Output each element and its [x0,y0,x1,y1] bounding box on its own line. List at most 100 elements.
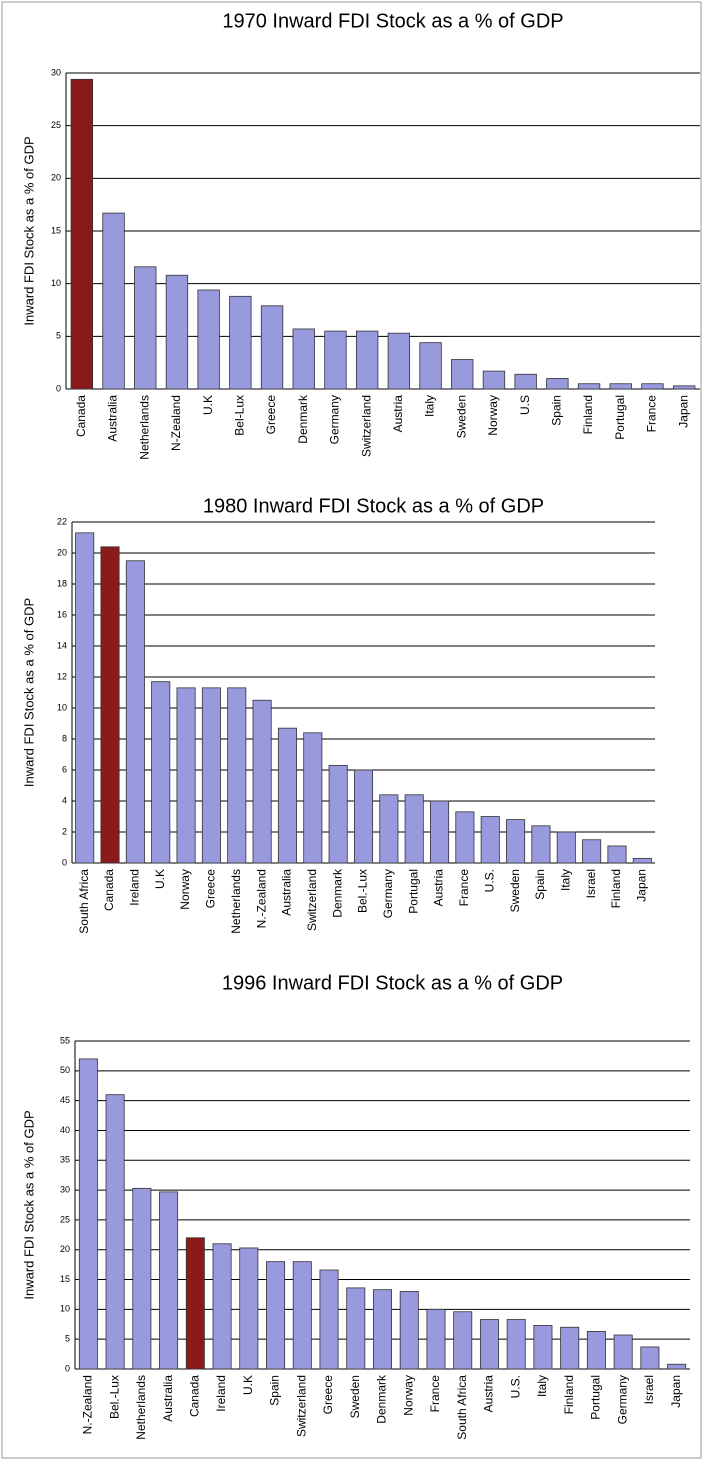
x-tick-label: France [645,395,659,433]
bar [430,800,450,864]
x-tick-label: Portugal [613,395,627,440]
x-tick-label: Netherlands [134,1375,148,1440]
x-tick-label: Norway [401,1375,415,1416]
x-tick-label: U.K [241,1375,255,1395]
bar [514,373,537,390]
x-tick-label: Australia [106,395,120,442]
bar [560,1326,580,1370]
bar [355,330,379,390]
x-tick-label: Spain [268,1375,282,1406]
bar [533,1325,553,1370]
bar [151,681,171,864]
x-tick-label: South Africa [455,1375,469,1440]
x-tick-label: Ireland [128,869,142,906]
bar [453,1311,473,1370]
y-tick-label: 22 [57,516,67,526]
bar [455,811,475,864]
bar [266,1261,286,1370]
bar [451,359,474,390]
x-tick-label: Israel [642,1375,656,1404]
y-tick-label: 25 [51,120,61,130]
y-tick-label: 55 [60,1035,70,1045]
y-tick-label: 12 [57,671,67,681]
x-tick-label: Netherlands [137,395,151,460]
chart-title: 1996 Inward FDI Stock as a % of GDP [222,972,563,994]
bar [556,831,576,864]
bar [185,1237,205,1370]
bar [105,1094,125,1370]
y-tick-label: 10 [60,1304,70,1314]
x-tick-label: Sweden [508,869,522,912]
bar [292,1261,312,1370]
bar [399,1291,419,1370]
x-tick-label: Switzerland [305,869,319,931]
x-tick-label: N-Zealand [169,395,183,451]
bar [426,1308,446,1370]
bar [212,1243,232,1370]
bar [609,383,632,390]
bar [70,78,94,390]
y-tick-label: 30 [60,1184,70,1194]
x-tick-label: U.S [518,395,532,415]
bar [353,769,374,864]
x-tick-label: Netherlands [229,869,243,934]
x-tick-label: Denmark [330,868,344,918]
bar [292,328,315,390]
y-tick-label: 25 [60,1214,70,1224]
bar [132,1187,152,1370]
y-tick-label: 0 [56,383,61,393]
y-axis-label: Inward FDI Stock as a % of GDP [21,1110,36,1299]
y-tick-label: 14 [57,640,67,650]
x-tick-label: U.S. [482,869,496,892]
bar [197,289,220,390]
y-tick-label: 16 [57,609,67,619]
x-tick-label: Germany [328,395,342,444]
y-tick-label: 20 [57,547,67,557]
x-tick-label: Spain [550,395,564,426]
bar [100,546,120,864]
x-tick-label: Ireland [214,1375,228,1412]
x-tick-label: Sweden [454,395,468,438]
y-tick-label: 10 [57,702,67,712]
bar [303,732,323,864]
x-tick-label: Greece [204,869,218,909]
y-tick-label: 5 [56,331,61,341]
y-tick-label: 30 [51,67,61,77]
x-tick-label: Japan [634,869,648,902]
y-tick-label: 15 [51,225,61,235]
bar [667,1363,687,1370]
x-tick-label: Norway [486,395,500,436]
bar [125,560,145,864]
bar [482,370,506,390]
bar [577,383,601,390]
bar [324,330,347,390]
bar [75,532,95,864]
bar [252,699,272,864]
bar [640,1346,660,1370]
bar [404,794,424,864]
x-tick-label: N.-Zealand [81,1375,95,1434]
bar [78,1058,98,1370]
bar [328,764,348,864]
bar [159,1191,179,1370]
bar [672,385,696,390]
bar [227,687,247,864]
x-tick-label: Finland [609,869,623,908]
chart-title: 1980 Inward FDI Stock as a % of GDP [203,495,544,517]
x-tick-label: Denmark [296,394,310,444]
bar [239,1247,259,1370]
y-tick-label: 40 [60,1125,70,1135]
x-tick-label: Bel.-Lux [107,1375,121,1419]
bar [506,1319,526,1370]
y-tick-label: 18 [57,578,67,588]
bar [531,825,551,864]
y-tick-label: 15 [60,1274,70,1284]
x-tick-label: Switzerland [359,395,373,457]
x-tick-label: Canada [187,1375,201,1417]
y-tick-label: 20 [51,173,61,183]
x-tick-label: Sweden [348,1375,362,1418]
x-tick-label: Austria [432,869,446,907]
x-tick-label: Bel.-Lux [356,869,370,913]
bar [165,274,189,390]
x-tick-label: Australia [280,869,294,916]
